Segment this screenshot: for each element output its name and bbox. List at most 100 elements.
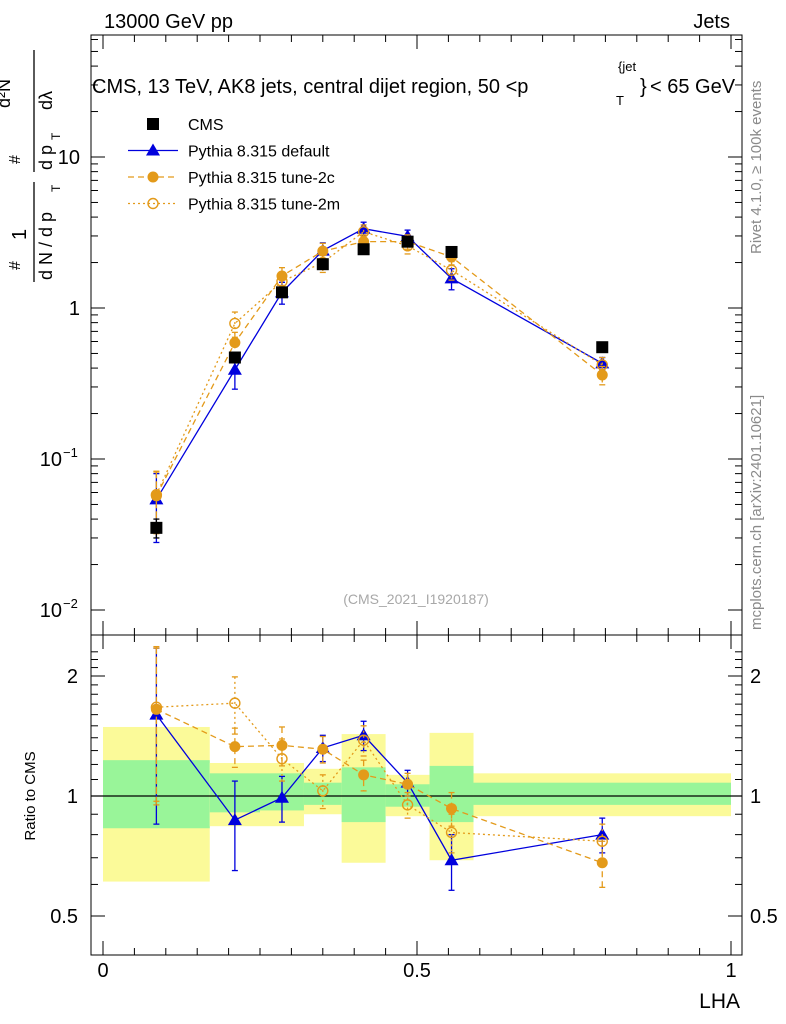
y-tick-label: 1 [69, 298, 80, 320]
ratio-point-tune2m [150, 701, 163, 713]
x-tick-label: 0.5 [403, 960, 431, 982]
title-main: CMS, 13 TeV, AK8 jets, central dijet reg… [92, 76, 528, 98]
ratio-axes: 0 0.5 1 0.5 0.5 1 1 2 2 [50, 634, 778, 982]
ratio-point-tune2c [596, 857, 608, 869]
main-point-cms [228, 351, 241, 364]
ratio-y-tick-label-left: 1 [67, 786, 78, 808]
legend-label-tune2m: Pythia 8.315 tune-2m [188, 197, 340, 214]
main-point-tune2c [596, 369, 608, 381]
main-point-cms [275, 286, 288, 299]
ylabel-hash-1: # [7, 261, 24, 270]
ratio-point-default [444, 853, 459, 866]
y-tick-label-exponent: −1 [63, 445, 78, 460]
y-tick-label: 10 [40, 600, 62, 622]
ratio-band-green-3 [303, 782, 342, 805]
main-point-cms [150, 521, 163, 534]
ratio-point-default [274, 790, 289, 803]
title-tail: < 65 GeV [650, 76, 736, 98]
x-axis-label: LHA [699, 990, 740, 1013]
ratio-point-tune2c [229, 741, 241, 753]
ratio-point-tune2m [401, 799, 414, 811]
main-series-default [149, 221, 610, 544]
main-point-tune2m [276, 275, 288, 288]
ylabel-den2: d p [36, 145, 56, 170]
main-point-tune2m [357, 226, 370, 238]
y-tick-label-exponent: −2 [63, 596, 78, 611]
legend-entry-cms: CMS [147, 117, 224, 134]
main-series-cms [150, 235, 609, 539]
ratio-point-tune2m [596, 835, 608, 847]
ylabel-den2-sub: T [49, 132, 63, 140]
ylabel-num2: d²N [0, 79, 14, 108]
legend-entry-tune2m: Pythia 8.315 tune-2m [128, 197, 340, 214]
ratio-band-green-7 [473, 782, 731, 805]
main-point-tune2m [150, 489, 163, 501]
plot-title: CMS, 13 TeV, AK8 jets, central dijet reg… [92, 59, 736, 108]
main-series [149, 221, 610, 544]
ratio-point-tune2c [402, 778, 414, 790]
header-category: Jets [693, 11, 730, 33]
legend-marker-tune2c [147, 171, 159, 183]
ratio-y-tick-label-right: 1 [750, 786, 761, 808]
main-line-tune2m [155, 231, 603, 495]
main-point-cms [596, 341, 609, 354]
ylabel-hash-2: # [7, 155, 24, 164]
side-label-mcplots: mcplots.cern.ch [arXiv:2401.10621] [748, 395, 765, 630]
analysis-tag: (CMS_2021_I1920187) [343, 591, 489, 607]
main-point-cms [316, 258, 329, 271]
main-series-tune2c [150, 234, 608, 535]
ratio-point-tune2m [445, 826, 458, 839]
main-point-default [595, 356, 610, 369]
ratio-point-default [595, 827, 610, 840]
ratio-uncertainty-bands [103, 726, 731, 882]
main-ylabel: # 1 d N / d p T # d²N d p T dλ [0, 50, 63, 282]
ratio-y-tick-label-right: 0.5 [750, 906, 778, 928]
legend-label-default: Pythia 8.315 default [188, 144, 330, 161]
ratio-line-tune2c [156, 708, 603, 864]
main-point-tune2m [596, 359, 608, 371]
legend-marker-tune2m [147, 197, 159, 210]
main-point-cms [357, 243, 370, 256]
legend-entry-tune2c: Pythia 8.315 tune-2c [128, 170, 335, 187]
ratio-point-tune2m [229, 697, 241, 709]
main-line-tune2c [155, 241, 603, 497]
ratio-y-tick-label-left: 2 [67, 666, 78, 688]
title-subscript: T [616, 93, 624, 108]
ratio-series-tune2m [150, 645, 608, 861]
ratio-point-tune2m [317, 785, 329, 797]
ylabel-one: 1 [9, 229, 31, 240]
ratio-ylabel: Ratio to CMS [22, 751, 39, 840]
legend-marker-cms [147, 118, 159, 130]
ratio-point-tune2c [446, 803, 458, 815]
legend-label-cms: CMS [188, 117, 224, 134]
y-tick-label: 10 [40, 449, 62, 471]
ratio-point-tune2m [276, 753, 288, 765]
ratio-y-tick-label-left: 0.5 [50, 906, 78, 928]
header-energy: 13000 GeV pp [104, 11, 233, 33]
main-line-default [155, 228, 603, 500]
ratio-series [149, 645, 610, 891]
main-point-default [356, 221, 371, 234]
title-superscript: {jet [618, 59, 636, 74]
ratio-point-default [227, 813, 242, 826]
main-point-tune2m [445, 264, 458, 276]
ratio-point-tune2m [357, 734, 370, 746]
main-point-cms [401, 235, 414, 248]
ylabel-den1-sub: T [49, 184, 63, 192]
main-point-tune2c [229, 337, 241, 349]
ratio-line-default [155, 714, 603, 861]
legend-entry-default: Pythia 8.315 default [128, 143, 330, 161]
ratio-point-tune2c [317, 743, 329, 755]
ylabel-den1: d N / d p [36, 212, 56, 280]
ylabel-den2b: dλ [36, 91, 56, 110]
legend-marker-default [146, 143, 160, 156]
main-point-tune2m [229, 317, 241, 330]
ratio-y-tick-label-right: 2 [750, 666, 761, 688]
title-brace: } [640, 76, 647, 98]
main-series-tune2m [150, 224, 608, 533]
y-tick-label: 10 [58, 147, 80, 169]
ratio-point-tune2c [358, 769, 370, 781]
main-point-cms [445, 245, 458, 258]
